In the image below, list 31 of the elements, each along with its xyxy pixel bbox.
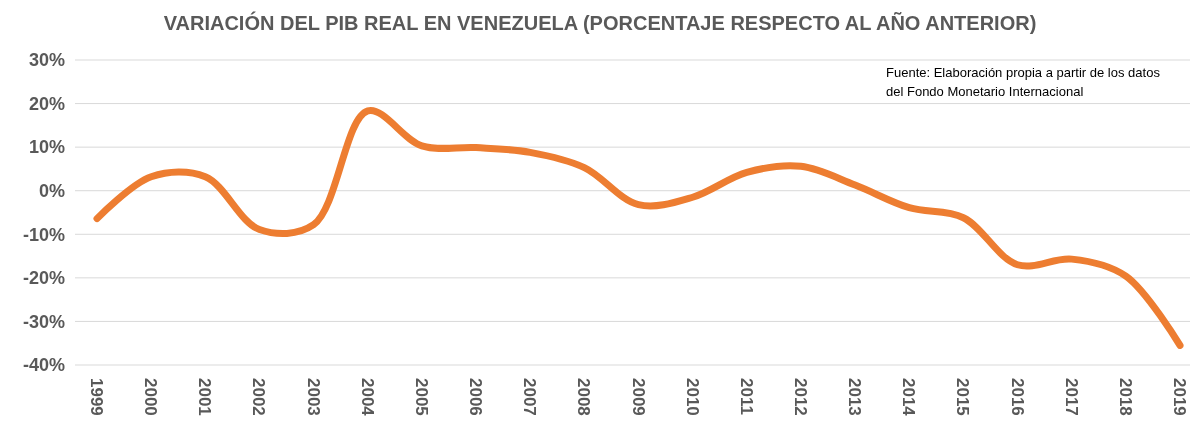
y-tick-label: 30% [28, 50, 65, 71]
x-tick-label: 2001 [195, 378, 215, 416]
y-tick-label: -40% [22, 355, 65, 376]
x-tick-label: 2005 [411, 378, 431, 416]
x-tick-label: 2013 [845, 378, 865, 416]
x-tick-label: 1999 [87, 378, 107, 416]
y-tick-label: 20% [28, 93, 65, 114]
y-tick-label: -30% [22, 311, 65, 332]
x-tick-label: 2011 [736, 378, 756, 415]
chart-title: VARIACIÓN DEL PIB REAL EN VENEZUELA (PORCENTAJE RESPECTO AL AÑO ANTERIOR) [163, 11, 1037, 34]
x-tick-label: 2015 [953, 378, 973, 416]
x-tick-label: 2003 [303, 378, 323, 416]
y-tick-label: 10% [28, 137, 65, 158]
y-tick-label: 0% [38, 181, 65, 202]
x-tick-label: 2019 [1170, 378, 1190, 416]
x-tick-label: 2008 [574, 378, 594, 416]
x-tick-label: 2009 [628, 378, 648, 416]
x-tick-label: 2007 [520, 378, 540, 416]
y-tick-label: -10% [22, 224, 65, 245]
annotation: Fuente: Elaboración propia a partir de los datos del Fondo Monetario Internacional [886, 65, 1161, 99]
x-tick-label: 2000 [141, 378, 161, 416]
x-tick-label: 2018 [1115, 378, 1135, 416]
x-tick-label: 2006 [466, 378, 486, 416]
x-tick-label: 2002 [249, 378, 269, 416]
x-tick-label: 2004 [357, 378, 377, 417]
x-tick-label: 2014 [899, 378, 919, 417]
x-tick-label: 2017 [1061, 378, 1081, 416]
x-tick-label: 2016 [1007, 378, 1027, 416]
x-tick-label: 2012 [791, 378, 810, 416]
y-tick-label: -20% [22, 268, 65, 289]
x-tick-label: 2010 [682, 378, 702, 416]
